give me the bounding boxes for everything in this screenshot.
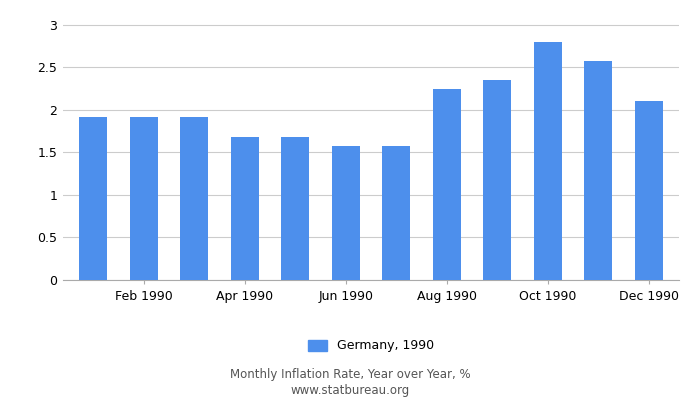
Bar: [332, 146, 360, 280]
Bar: [584, 61, 612, 280]
Bar: [79, 117, 107, 280]
Bar: [382, 146, 410, 280]
Bar: [433, 90, 461, 280]
Bar: [534, 42, 561, 280]
Bar: [483, 80, 511, 280]
Bar: [635, 101, 663, 280]
Bar: [130, 118, 158, 280]
Text: Monthly Inflation Rate, Year over Year, %: Monthly Inflation Rate, Year over Year, …: [230, 368, 470, 381]
Legend: Germany, 1990: Germany, 1990: [303, 334, 439, 358]
Bar: [231, 137, 259, 280]
Bar: [181, 118, 208, 280]
Bar: [281, 137, 309, 280]
Text: www.statbureau.org: www.statbureau.org: [290, 384, 410, 397]
